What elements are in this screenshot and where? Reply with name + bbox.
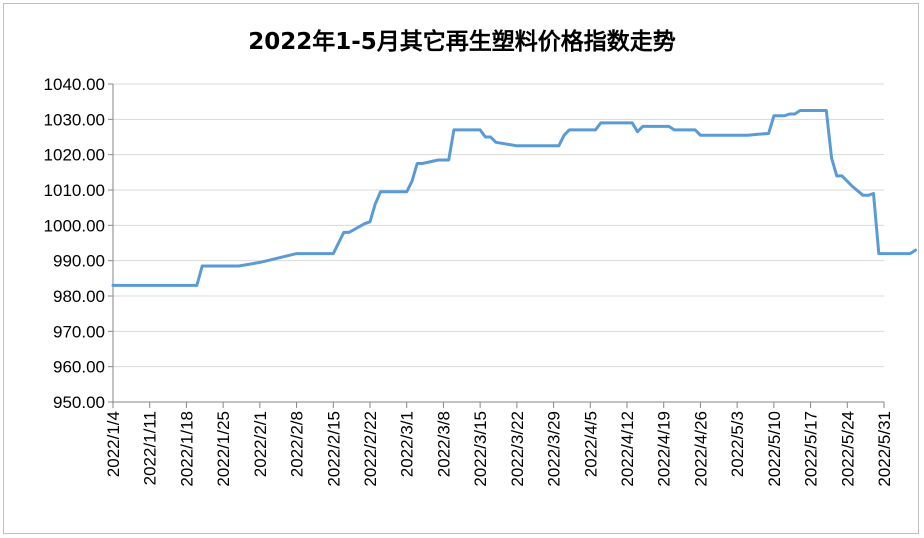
x-tick-labels: 2022/1/4 2022/1/11 2022/1/18 2022/1/25 2022/… — [104, 411, 894, 487]
x-tick-label: 2022/2/8 — [288, 411, 307, 477]
x-tick-label: 2022/4/19 — [655, 411, 674, 487]
y-tick-label: 960.00 — [53, 358, 105, 377]
y-tick-label: 1020.00 — [44, 146, 105, 165]
x-tick-label: 2022/3/1 — [398, 411, 417, 477]
chart-frame — [3, 3, 919, 534]
x-tick-label: 2022/5/10 — [765, 411, 784, 487]
chart-title: 2022年1-5月其它再生塑料价格指数走势 — [248, 29, 676, 55]
series-layer — [111, 109, 917, 287]
x-tick-label: 2022/3/29 — [545, 411, 564, 487]
x-tick-label: 2022/3/15 — [471, 411, 490, 487]
x-tick-label: 2022/2/1 — [251, 411, 270, 477]
y-tick-label: 980.00 — [53, 287, 105, 306]
axes — [108, 83, 885, 408]
y-tick-label: 1000.00 — [44, 216, 105, 235]
x-tick-label: 2022/5/3 — [728, 411, 747, 477]
y-tick-label: 970.00 — [53, 322, 105, 341]
x-tick-label: 2022/1/18 — [177, 411, 196, 487]
x-tick-label: 2022/5/17 — [802, 411, 821, 487]
y-tick-label: 1030.00 — [44, 110, 105, 129]
x-tick-label: 2022/4/12 — [618, 411, 637, 487]
x-tick-label: 2022/5/31 — [875, 411, 894, 487]
x-tick-label: 2022/3/22 — [508, 411, 527, 487]
x-tick-label: 2022/1/25 — [214, 411, 233, 487]
y-tick-label: 1010.00 — [44, 181, 105, 200]
x-tick-label: 2022/4/26 — [691, 411, 710, 487]
x-tick-label: 2022/4/5 — [581, 411, 600, 477]
y-tick-label: 950.00 — [53, 393, 105, 412]
x-tick-label: 2022/2/22 — [361, 411, 380, 487]
x-tick-label: 2022/2/15 — [324, 411, 343, 487]
y-tick-label: 1040.00 — [44, 75, 105, 94]
x-tick-label: 2022/5/24 — [838, 411, 857, 487]
price-index-line — [111, 109, 917, 287]
grid-lines — [113, 83, 884, 368]
y-tick-labels: 950.00 960.00 970.00 980.00 990.00 1000.00 101… — [44, 75, 105, 412]
x-tick-label: 2022/1/11 — [141, 411, 160, 485]
x-tick-label: 2022/3/8 — [434, 411, 453, 477]
x-tick-label: 2022/1/4 — [104, 411, 123, 477]
y-tick-label: 990.00 — [53, 252, 105, 271]
